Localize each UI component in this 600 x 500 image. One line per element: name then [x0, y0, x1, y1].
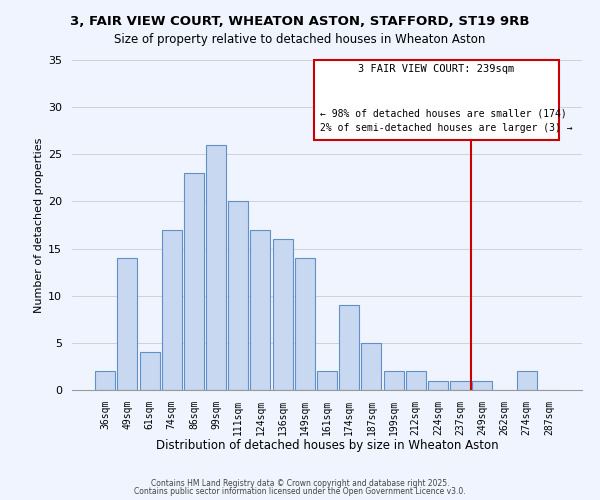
- Bar: [428, 380, 448, 390]
- Bar: [206, 145, 226, 390]
- Text: ← 98% of detached houses are smaller (174): ← 98% of detached houses are smaller (17…: [320, 108, 567, 118]
- X-axis label: Distribution of detached houses by size in Wheaton Aston: Distribution of detached houses by size …: [155, 439, 499, 452]
- Bar: [272, 239, 293, 390]
- Text: Contains public sector information licensed under the Open Government Licence v3: Contains public sector information licen…: [134, 487, 466, 496]
- Bar: [517, 371, 536, 390]
- Bar: [118, 258, 137, 390]
- FancyBboxPatch shape: [314, 60, 559, 140]
- Bar: [228, 202, 248, 390]
- Bar: [383, 371, 404, 390]
- Bar: [250, 230, 271, 390]
- Y-axis label: Number of detached properties: Number of detached properties: [34, 138, 44, 312]
- Bar: [162, 230, 182, 390]
- Text: 2% of semi-detached houses are larger (3) →: 2% of semi-detached houses are larger (3…: [320, 123, 573, 133]
- Text: Size of property relative to detached houses in Wheaton Aston: Size of property relative to detached ho…: [115, 32, 485, 46]
- Bar: [339, 305, 359, 390]
- Text: 3 FAIR VIEW COURT: 239sqm: 3 FAIR VIEW COURT: 239sqm: [358, 64, 515, 74]
- Bar: [361, 343, 382, 390]
- Bar: [406, 371, 426, 390]
- Text: Contains HM Land Registry data © Crown copyright and database right 2025.: Contains HM Land Registry data © Crown c…: [151, 478, 449, 488]
- Bar: [472, 380, 492, 390]
- Bar: [450, 380, 470, 390]
- Bar: [95, 371, 115, 390]
- Bar: [184, 173, 204, 390]
- Bar: [140, 352, 160, 390]
- Text: 3, FAIR VIEW COURT, WHEATON ASTON, STAFFORD, ST19 9RB: 3, FAIR VIEW COURT, WHEATON ASTON, STAFF…: [70, 15, 530, 28]
- Bar: [317, 371, 337, 390]
- Bar: [295, 258, 315, 390]
